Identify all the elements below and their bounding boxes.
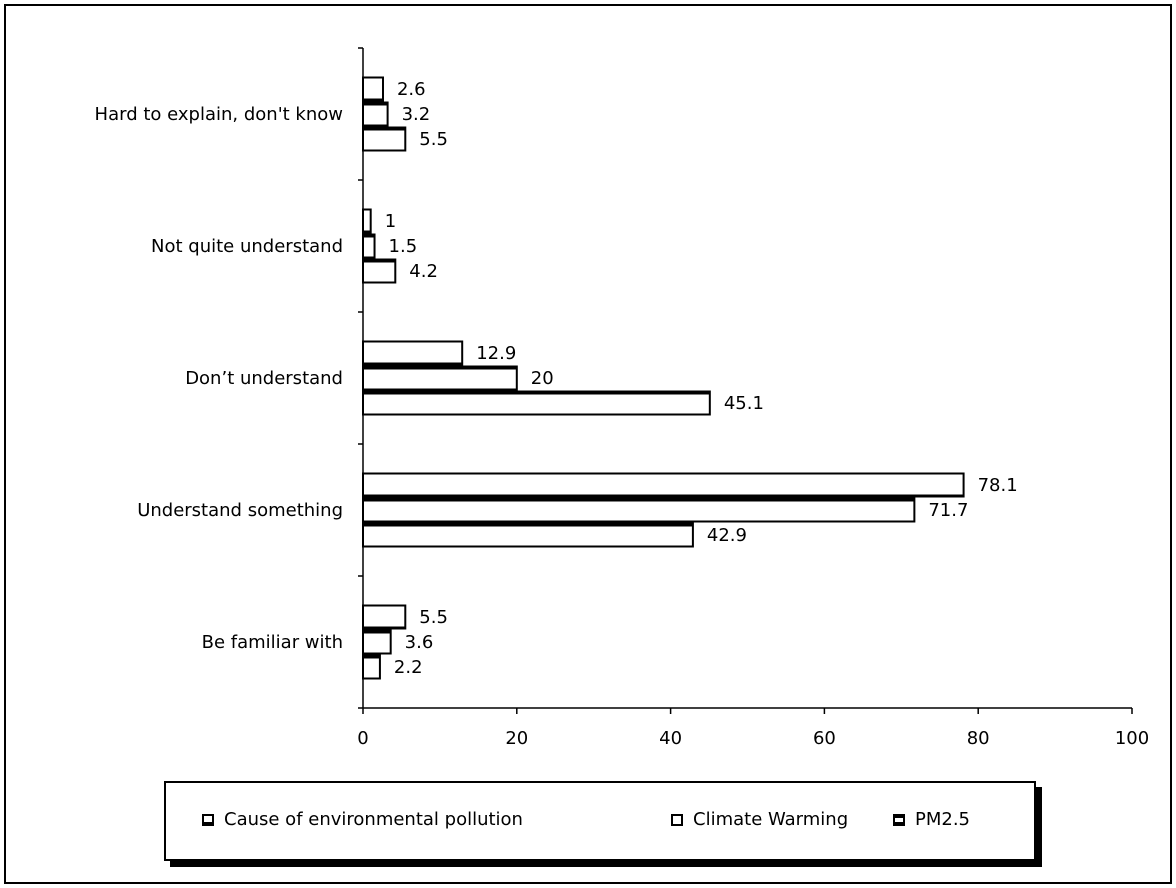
bar-cause (362, 340, 464, 366)
bar-climate (362, 365, 518, 391)
bar-edge (363, 523, 693, 527)
data-label: 71.7 (928, 500, 968, 521)
bar-edge (363, 626, 406, 630)
bar-edge (363, 234, 375, 238)
data-label: 1 (385, 211, 396, 232)
legend-swatch-cause (202, 813, 214, 826)
bar-edge (363, 498, 915, 502)
x-tick-label: 40 (659, 728, 682, 749)
bar-pm25 (362, 390, 711, 416)
legend-label-cause: Cause of environmental pollution (224, 809, 523, 830)
bar-edge (363, 630, 391, 634)
bar-edge (363, 362, 463, 366)
data-label: 3.2 (402, 104, 431, 125)
bar-edge (363, 102, 388, 106)
bar-edge (363, 494, 964, 498)
x-tick-label: 20 (505, 728, 528, 749)
bar-edge (363, 127, 406, 131)
bar-climate (362, 233, 376, 259)
bar-edge (363, 391, 710, 395)
chart-plot: 0 20 40 60 80 100 Be familiar with 5.5 3.6 2.2 Und… (95, 47, 1149, 749)
bar-edge (363, 259, 396, 263)
category-label: Understand something (137, 500, 343, 521)
bar-edge (363, 655, 380, 659)
data-label: 20 (531, 368, 554, 389)
bar-climate (362, 629, 392, 655)
legend-swatch-pm25 (893, 813, 905, 826)
x-tick-label: 0 (357, 728, 368, 749)
legend-item-climate: Climate Warming (671, 809, 848, 830)
category-label: Hard to explain, don't know (95, 104, 343, 125)
category-label: Not quite understand (151, 236, 343, 257)
bar-cause (362, 472, 965, 498)
chart-frame: 0 20 40 60 80 100 Be familiar with 5.5 3.6 2.2 Und… (4, 4, 1172, 884)
legend-label-climate: Climate Warming (693, 809, 849, 830)
legend-label-pm25: PM2.5 (915, 809, 971, 830)
data-label: 3.6 (405, 632, 434, 653)
data-label: 2.2 (394, 657, 423, 678)
category-label: Be familiar with (202, 632, 343, 653)
bar-pm25 (362, 126, 407, 152)
bar-climate (362, 497, 916, 523)
bar-pm25 (362, 522, 694, 548)
x-tick-label: 60 (813, 728, 836, 749)
bar-edge (363, 230, 371, 234)
data-label: 5.5 (419, 129, 448, 150)
data-label: 4.2 (409, 261, 438, 282)
data-label: 42.9 (707, 525, 747, 546)
x-tick-label: 100 (1115, 728, 1149, 749)
data-label: 45.1 (724, 393, 764, 414)
data-label: 2.6 (397, 79, 426, 100)
bar-edge (363, 366, 517, 370)
data-label: 1.5 (389, 236, 418, 257)
data-label: 12.9 (476, 343, 516, 364)
bar-cause (362, 76, 384, 102)
legend-item-pm25: PM2.5 (893, 809, 970, 830)
bar-cause (362, 208, 372, 234)
bar-pm25 (362, 654, 381, 680)
bar-pm25 (362, 258, 397, 284)
category-label: Don’t understand (185, 368, 343, 389)
bar-cause (362, 604, 407, 630)
legend: Cause of environmental pollution Climate… (164, 781, 1036, 861)
legend-item-cause: Cause of environmental pollution (202, 809, 523, 830)
bar-climate (362, 101, 389, 127)
legend-swatch-climate (671, 813, 683, 826)
bar-edge (363, 98, 383, 102)
x-tick-label: 80 (967, 728, 990, 749)
data-label: 5.5 (419, 607, 448, 628)
data-label: 78.1 (978, 475, 1018, 496)
